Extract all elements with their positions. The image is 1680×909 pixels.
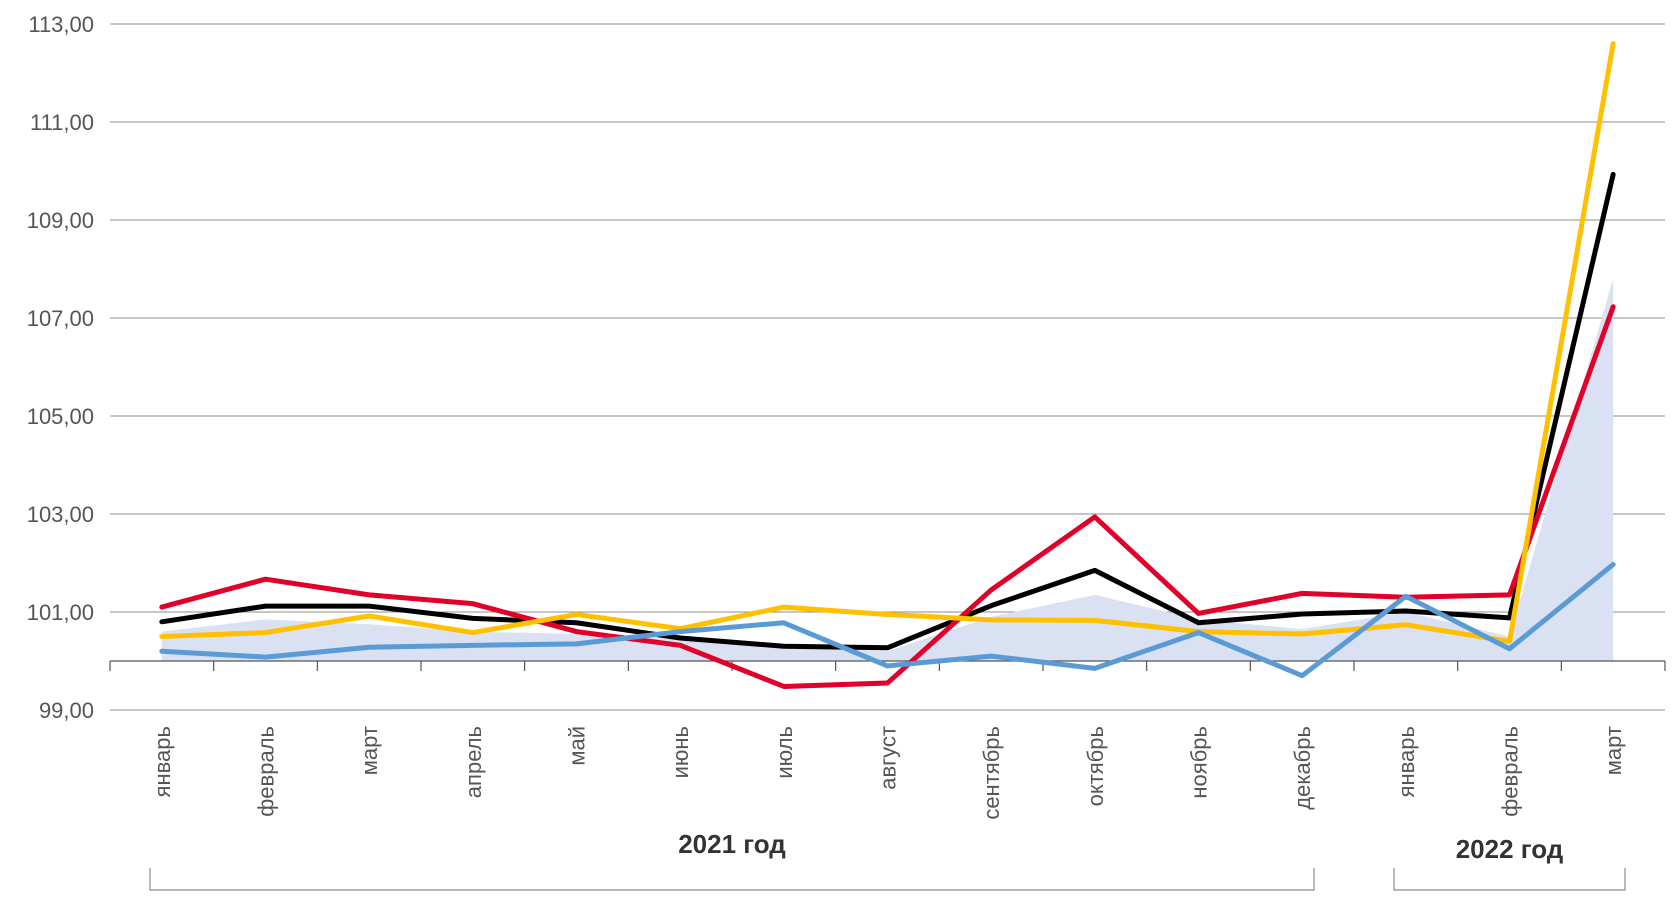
x-tick-label: январь — [1394, 726, 1419, 797]
year-group-label: 2021 год — [678, 829, 786, 859]
y-tick-label: 99,00 — [39, 698, 94, 723]
y-tick-label: 109,00 — [27, 208, 94, 233]
x-tick-label: февраль — [254, 726, 279, 817]
x-tick-label: март — [1601, 726, 1626, 775]
line-series-3 — [159, 41, 1616, 644]
x-tick-label: сентябрь — [979, 726, 1004, 820]
x-tick-label: июль — [772, 726, 797, 779]
area-series-fill — [161, 278, 1614, 661]
x-tick-label: ноябрь — [1187, 726, 1212, 799]
x-tick-label: август — [876, 726, 901, 790]
line-series-4 — [159, 561, 1616, 679]
x-tick-label: май — [565, 726, 590, 766]
line-series-group — [159, 41, 1616, 689]
x-tick-label: февраль — [1498, 726, 1523, 817]
y-axis-tick-labels: 99,00 101,00 103,00 105,00 107,00 109,00 111,0… — [27, 12, 94, 723]
line-series-2 — [159, 304, 1616, 689]
line-series-1 — [159, 171, 1616, 651]
gridlines — [110, 23, 1665, 711]
x-axis-tick-labels: январь февраль март апрель май июнь июль август… — [150, 726, 1626, 820]
axes — [109, 660, 1666, 671]
year-bracket — [149, 868, 1315, 891]
x-tick-label: октябрь — [1083, 726, 1108, 806]
y-tick-label: 105,00 — [27, 404, 94, 429]
area-series — [161, 278, 1614, 661]
y-tick-label: 111,00 — [30, 110, 94, 135]
x-tick-label: март — [357, 726, 382, 775]
y-tick-label: 113,00 — [28, 12, 94, 37]
y-tick-label: 107,00 — [27, 306, 94, 331]
x-tick-label: декабрь — [1290, 726, 1315, 810]
year-group-label: 2022 год — [1456, 834, 1564, 864]
year-bracket — [1393, 868, 1626, 891]
y-tick-label: 103,00 — [27, 502, 94, 527]
x-tick-label: апрель — [461, 726, 486, 798]
x-tick-label: июнь — [668, 726, 693, 778]
year-group-labels: 2021 год 2022 год — [149, 829, 1626, 891]
y-tick-label: 101,00 — [27, 600, 94, 625]
x-tick-label: январь — [150, 726, 175, 797]
